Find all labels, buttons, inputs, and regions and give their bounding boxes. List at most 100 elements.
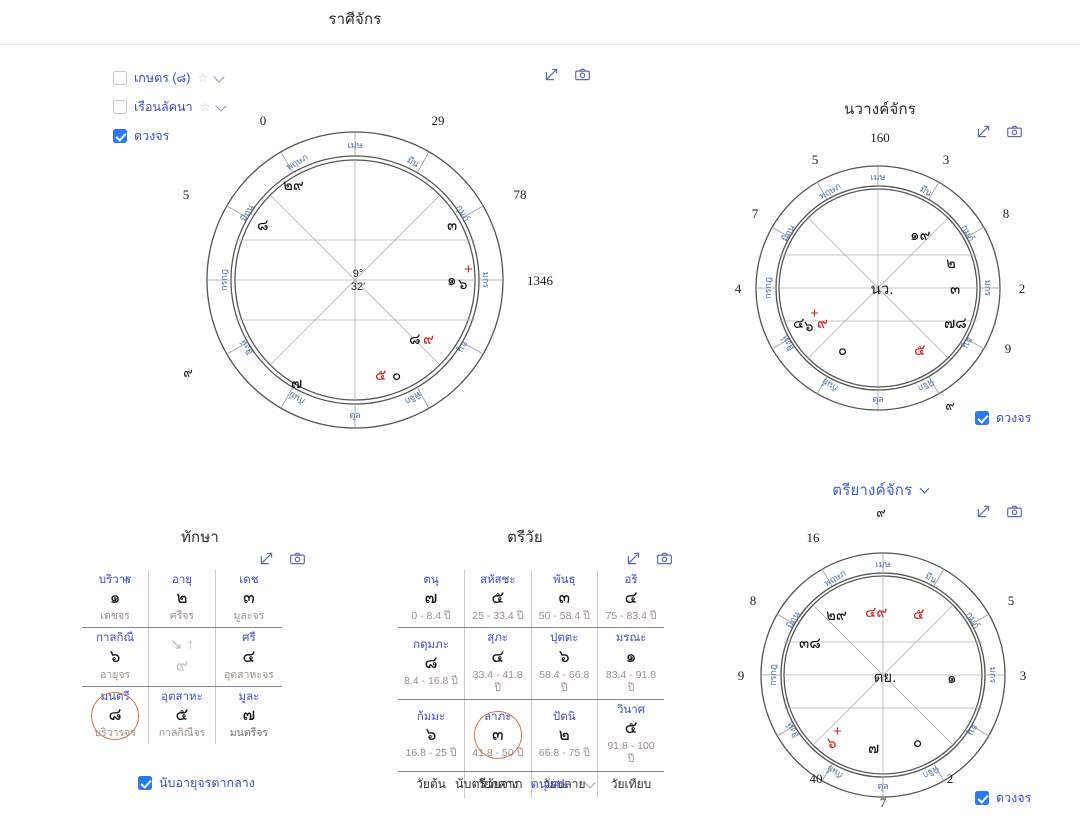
cell-value: ๓ [491,724,504,744]
table-footer-row: วัยต้น วัยกลาง วัยปลาย วัยเทียบ [398,771,664,798]
camera-icon[interactable] [1006,503,1023,520]
checkbox-duangjorn[interactable] [975,411,989,425]
star-icon[interactable]: ☆ [199,100,211,114]
camera-icon[interactable] [574,66,591,83]
triwai-cell[interactable]: ปัตนิ ๒ 66.8 - 75 ปี [531,699,598,772]
taksa-cell[interactable]: ศรี ๔ อุตสาหะจร [215,627,282,687]
cell-top-label: ศรี [242,632,256,645]
rasi-outer-numbers: 0 29 5 78 1346 ๙ [183,113,554,380]
taksa-center-cell[interactable]: ↘ ↑ ๙ [148,627,216,687]
cell-top-label: พันธุ [553,574,576,586]
chevron-down-icon[interactable] [213,70,225,83]
sign-label: กันย์ [820,376,840,394]
camera-icon[interactable] [656,550,673,567]
chevron-down-icon[interactable] [919,483,930,494]
chevron-down-icon[interactable] [584,776,596,789]
sign-label: ธนู [965,722,980,738]
navang-icon-row [975,123,1023,140]
checkbox-count-ayu[interactable] [138,776,152,790]
table-row: บริวาร ๑ เดชจร + อายุ ๒ ศรีจร เดช ๓ มูละ… [82,570,282,629]
placement: ๖ [458,276,468,293]
sign-label: เมษ [871,172,886,182]
cell-top-label: มูละ [238,690,260,703]
outer-number: 16 [807,530,821,545]
rasi-chart-title: ราศีจักร [328,11,382,28]
cell-top-label: ตนุ [423,574,439,586]
open-external-icon[interactable] [975,123,992,140]
outer-number: ๙ [876,505,886,520]
taksa-cell[interactable]: เดช ๓ มูละจร [215,570,282,629]
sign-label: มกร [481,272,491,288]
rasi-control-kaset[interactable]: เกษตร (๘) ☆ [113,68,225,88]
triwai-cell[interactable]: พันธุ ๓ 50 - 58.4 ปี [531,570,598,629]
triyang-center-label: ตย. [874,669,897,686]
open-external-icon[interactable] [543,66,560,83]
camera-icon[interactable] [289,550,306,567]
taksa-cell[interactable]: บริวาร ๑ เดชจร + [82,570,150,629]
taksa-footer-checkbox[interactable]: นับอายุจรตากลาง [138,773,255,793]
placement: ๒๙ [826,607,847,624]
cell-top-label: ปัตนิ [552,710,576,723]
sign-label: กุมภ์ [963,609,982,630]
triwai-cell[interactable]: มรณะ ๑ 83.4 - 91.8 ปี [597,627,664,700]
outer-number: 9 [1005,341,1012,356]
cell-range: 25 - 33.4 ปี [472,610,524,623]
triyang-chart-title[interactable]: ตรียางค์จักร [800,478,960,502]
taksa-cell[interactable]: อายุ ๒ ศรีจร [148,570,216,629]
placement: ๔ [793,315,804,332]
taksa-cell[interactable]: มูละ ๗ มนตรีจร [215,686,282,744]
open-external-icon[interactable] [625,550,642,567]
camera-icon[interactable] [1006,123,1023,140]
checkbox-duangjorn[interactable] [113,129,127,143]
open-external-icon[interactable] [975,503,992,520]
cell-top-label: ลาภะ [484,710,512,723]
triwai-cell[interactable]: ปุตตะ ๖ 58.4 - 66.8 ปี [531,627,598,700]
triwai-cell[interactable]: ตนุ ๗ 0 - 8.4 ปี [398,570,465,629]
rasi-control-ruenlakna[interactable]: เรือนลัคนา ☆ [113,97,228,117]
cell-value: ๑ [109,588,121,608]
cell-value: ๖ [425,724,437,744]
navang-outer-numbers: 160 5 3 7 8 4 2 9 ๙ [735,130,1026,413]
star-icon[interactable]: ☆ [197,71,209,85]
taksa-cell[interactable]: อุตสาหะ ๕ กาลกิณีจร [148,686,216,745]
cell-value: ๗ [424,588,438,608]
rasi-control-label: เรือนลัคนา [134,100,193,114]
header-divider [0,44,1080,45]
outer-number: 160 [870,130,890,145]
triwai-cell[interactable]: สหัสชะ ๕ 25 - 33.4 ปี [464,570,532,629]
taksa-title: ทักษา [180,529,220,546]
rasi-control-duangjorn[interactable]: ดวงจร [113,126,225,146]
checkbox-duangjorn[interactable] [975,791,989,805]
taksa-cell[interactable]: กาลกิณี ๖ อายุจร [82,627,150,687]
cell-bot-label: บริวารจร [94,727,136,740]
table-row: กาลกิณี ๖ อายุจร ↘ ↑ ๙ ศรี ๔ อุตสาหะจร [82,627,282,687]
triwai-cell[interactable]: กดุมภะ ๘ 8.4 - 16.8 ปี [398,627,465,700]
select-value: ตนุเศษ [530,777,568,791]
triwai-source-select[interactable]: นับตรีวัยจาก ตนุเศษ [455,774,596,794]
triwai-cell[interactable]: วินาศ ๕ 91.8 - 100 ปี [597,699,664,772]
triwai-cell[interactable]: อริ ๔ 75 - 83.4 ปี [597,570,664,629]
table-row: กดุมภะ ๘ 8.4 - 16.8 ปี สุภะ ๔ 33.4 - 41.… [398,627,664,700]
triwai-cell[interactable]: ก้มมะ ๖ 16.8 - 25 ปี [398,699,465,772]
table-row: มนตรี ๘ บริวารจร อุตสาหะ ๕ กาลกิณีจร มูล… [82,686,282,745]
triwai-cell-selected[interactable]: ลาภะ ๓ 41.8 - 50 ปี [464,699,532,772]
navang-wheel-graphics [755,165,1001,411]
cell-top-label: สุภะ [487,632,509,645]
sign-label: ตุล [877,781,888,792]
placement: ๐ [838,342,847,359]
table-row: ก้มมะ ๖ 16.8 - 25 ปี ลาภะ ๓ 41.8 - 50 ปี… [398,699,664,772]
triwai-cell[interactable]: สุภะ ๔ 33.4 - 41.8 ปี [464,627,532,700]
cell-range: 75 - 83.4 ปี [605,610,657,623]
triyang-footer-checkbox[interactable]: ดวงจร [975,788,1031,808]
checkbox-ruenlakna[interactable] [113,100,127,114]
plus-marker: + [122,572,131,589]
cell-value: ๙ [175,655,189,675]
outer-number: 1346 [527,273,554,288]
open-external-icon[interactable] [258,550,275,567]
sign-label: เมษ [348,140,363,150]
checkbox-kaset[interactable] [113,71,127,85]
cell-range: 50 - 58.4 ปี [538,610,590,623]
taksa-cell-selected[interactable]: มนตรี ๘ บริวารจร [82,686,150,745]
outer-number: 78 [514,187,527,202]
navang-footer-checkbox[interactable]: ดวงจร [975,408,1031,428]
